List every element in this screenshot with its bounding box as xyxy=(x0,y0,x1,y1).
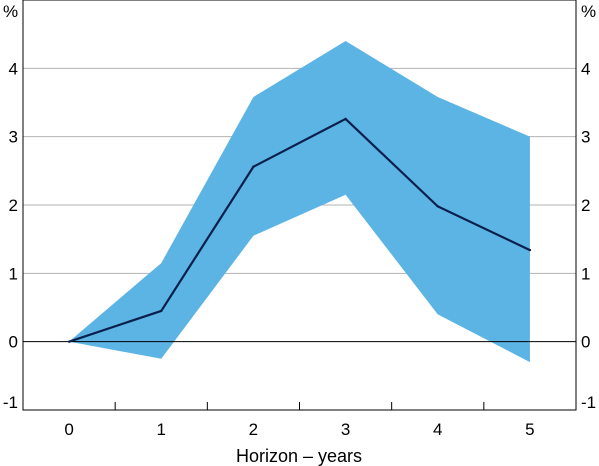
data-point xyxy=(67,340,71,343)
x-axis-title: Horizon – years xyxy=(236,446,362,466)
y-tick-label-left: 0 xyxy=(9,333,18,352)
y-tick-label-right: -1 xyxy=(581,393,596,412)
x-tick-label: 3 xyxy=(341,420,350,439)
x-tick-label: 1 xyxy=(157,420,166,439)
confidence-band-layer xyxy=(69,41,530,363)
y-tick-label-left: 4 xyxy=(9,59,18,78)
y-tick-label-left: 1 xyxy=(9,264,18,283)
x-tick-label: 2 xyxy=(249,420,258,439)
y-tick-label-right: 2 xyxy=(581,196,590,215)
y-tick-label-right: 1 xyxy=(581,264,590,283)
data-point xyxy=(252,165,255,168)
data-point xyxy=(436,205,439,208)
y-tick-label-left: 2 xyxy=(9,196,18,215)
series-line-layer xyxy=(67,117,532,343)
confidence-band xyxy=(69,41,530,363)
data-point xyxy=(344,117,347,121)
y-tick-label-right: 3 xyxy=(581,128,590,147)
data-point xyxy=(160,309,163,313)
y-axis-unit-right: % xyxy=(581,2,596,21)
series-line xyxy=(68,117,531,343)
y-tick-label-right: 0 xyxy=(581,333,590,352)
y-tick-label-left: -1 xyxy=(3,393,18,412)
x-tick-label: 4 xyxy=(433,420,442,439)
y-tick-label-left: 3 xyxy=(9,128,18,147)
y-axis-unit-left: % xyxy=(3,2,18,21)
data-point xyxy=(528,248,532,252)
y-tick-label-right: 4 xyxy=(581,59,590,78)
tick-layer: -1 -1 0 0 1 1 2 2 3 3 4 4 0 1 2 3 4 5 xyxy=(3,59,596,439)
x-tick-label: 5 xyxy=(525,420,534,439)
x-tick-label: 0 xyxy=(64,420,73,439)
